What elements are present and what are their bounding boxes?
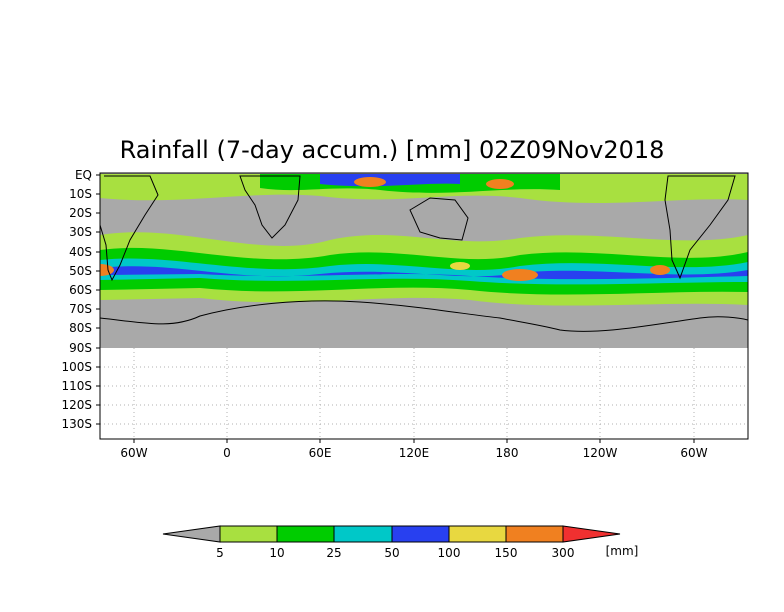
colorbar-bin — [276, 525, 335, 543]
lat-label: 80S — [69, 321, 92, 335]
lon-label: 60E — [309, 446, 332, 460]
south-america-east-outline — [664, 175, 736, 280]
lat-axis: EQ 10S 20S 30S 40S 50S 60S 70S 80S 90S 1… — [61, 168, 100, 431]
australia-outline — [409, 197, 469, 241]
lat-label: 60S — [69, 283, 92, 297]
colorbar-tick: 100 — [438, 546, 461, 560]
lon-label: 120E — [399, 446, 430, 460]
lat-label: 130S — [61, 417, 92, 431]
lat-label: 20S — [69, 206, 92, 220]
colorbar — [162, 525, 621, 543]
lat-label: EQ — [75, 168, 92, 182]
colorbar-low-arrow — [162, 525, 221, 543]
south-america-outline — [100, 175, 159, 282]
lat-label: 30S — [69, 225, 92, 239]
coastlines — [100, 175, 748, 332]
colorbar-tick: 25 — [326, 546, 341, 560]
lat-label: 10S — [69, 187, 92, 201]
lon-label: 60W — [120, 446, 147, 460]
colorbar-tick: 10 — [269, 546, 284, 560]
colorbar-tick: 150 — [495, 546, 518, 560]
plot-frame — [99, 172, 749, 440]
colorbar-tick: 50 — [384, 546, 399, 560]
antarctica-outline — [100, 300, 748, 332]
lat-label: 90S — [69, 341, 92, 355]
colorbar-tick: 300 — [552, 546, 575, 560]
africa-outline — [239, 175, 301, 239]
lat-label: 110S — [61, 379, 92, 393]
colorbar-bin — [333, 525, 393, 543]
blank-region — [100, 348, 748, 439]
colorbar-bin — [219, 525, 278, 543]
colorbar-bin — [391, 525, 450, 543]
lat-label: 50S — [69, 264, 92, 278]
lat-label: 40S — [69, 245, 92, 259]
lon-axis: 60W 0 60E 120E 180 120W 60W — [120, 439, 708, 460]
lat-label: 120S — [61, 398, 92, 412]
colorbar-bin — [448, 525, 507, 543]
lon-label: 120W — [583, 446, 618, 460]
colorbar-high-arrow — [562, 525, 621, 543]
colorbar-tick: 5 — [216, 546, 224, 560]
lon-label: 180 — [496, 446, 519, 460]
rainfall-field — [100, 174, 748, 306]
grid-lines — [100, 348, 748, 439]
lon-label: 60W — [680, 446, 707, 460]
colorbar-bin — [505, 525, 564, 543]
colorbar-unit: [mm] — [606, 544, 639, 558]
map-title: Rainfall (7-day accum.) [mm] 02Z09Nov201… — [119, 136, 665, 164]
colorbar-labels: 5 10 25 50 100 150 300 [mm] — [216, 544, 638, 560]
lat-label: 100S — [61, 360, 92, 374]
lat-label: 70S — [69, 302, 92, 316]
lon-label: 0 — [223, 446, 231, 460]
